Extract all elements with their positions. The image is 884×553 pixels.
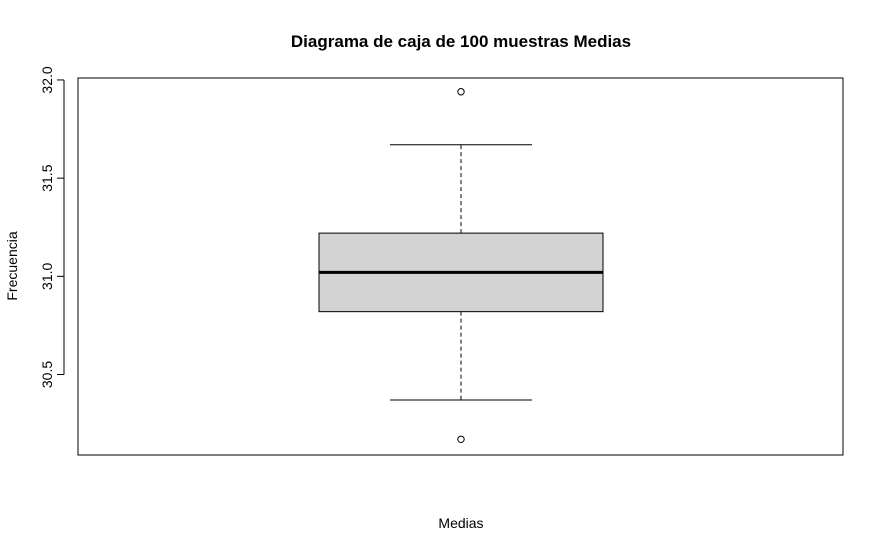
box-plot xyxy=(318,88,604,443)
y-axis-label: Frecuencia xyxy=(4,231,20,300)
y-tick-label: 31.0 xyxy=(39,262,55,289)
y-tick-label: 31.5 xyxy=(39,164,55,191)
plot-frame xyxy=(77,77,844,456)
y-axis: 30.5 31.0 31.5 32.0 xyxy=(39,66,65,388)
y-tick-label: 32.0 xyxy=(39,66,55,93)
outlier-point xyxy=(457,435,465,443)
y-tick-label: 30.5 xyxy=(39,361,55,388)
x-axis-label: Medias xyxy=(438,515,483,531)
chart-title: Diagrama de caja de 100 muestras Medias xyxy=(291,32,631,51)
outlier-point xyxy=(457,88,465,96)
